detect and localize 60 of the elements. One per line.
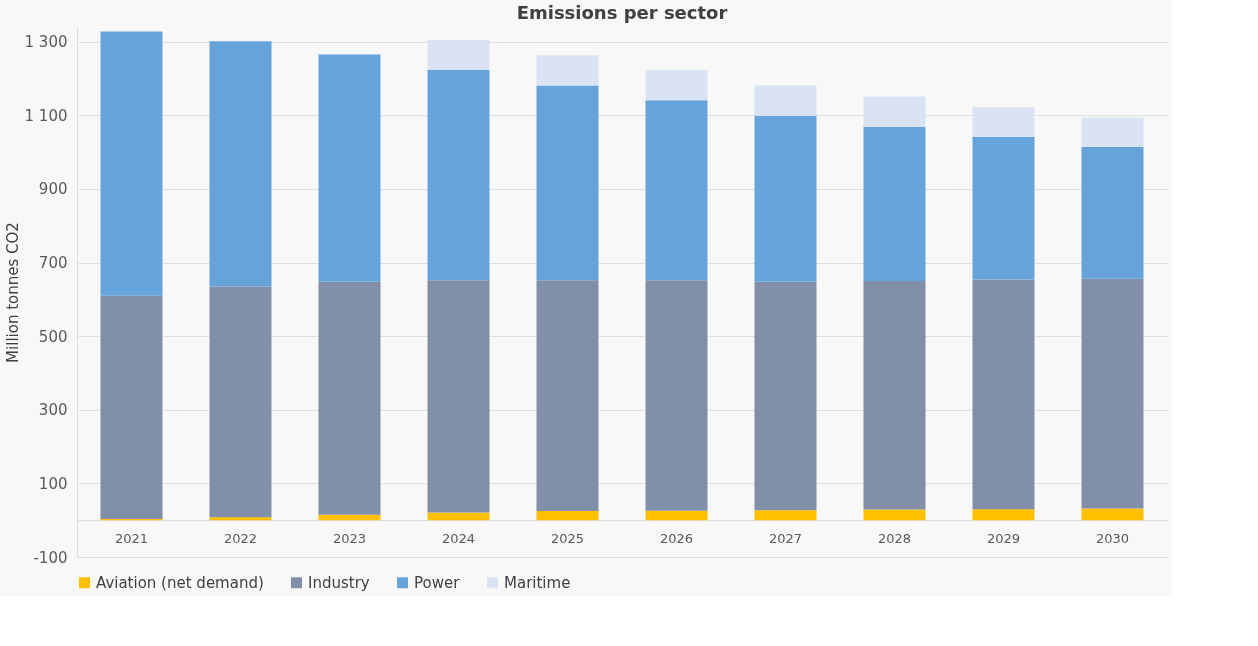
- bar: [754, 510, 817, 521]
- y-tick-label: 100: [38, 474, 68, 493]
- y-axis-title: Million tonnes CO2: [3, 222, 22, 363]
- bar: [1081, 117, 1144, 147]
- legend-label: Industry: [308, 573, 370, 592]
- bar: [536, 85, 599, 281]
- legend-label: Aviation (net demand): [96, 573, 264, 592]
- y-tick-label: 1 300: [24, 33, 68, 52]
- bar: [536, 55, 599, 86]
- bar: [427, 39, 490, 71]
- y-tick-label: -100: [33, 548, 68, 567]
- x-tick-label: 2028: [877, 530, 912, 546]
- bar: [318, 281, 381, 515]
- bar: [318, 54, 381, 282]
- bar: [863, 509, 926, 521]
- bar: [972, 509, 1035, 521]
- x-tick-label: 2022: [223, 530, 258, 546]
- bar: [972, 279, 1035, 510]
- bar: [863, 280, 926, 510]
- bar: [754, 281, 817, 511]
- bar: [209, 517, 272, 521]
- bar: [209, 41, 272, 287]
- legend-label: Maritime: [504, 573, 571, 592]
- y-tick-label: 900: [38, 180, 68, 199]
- bar: [427, 70, 490, 281]
- bar: [1081, 508, 1144, 521]
- bar: [100, 31, 163, 296]
- x-tick-label: 2027: [768, 530, 803, 546]
- bar: [754, 85, 817, 116]
- x-tick-label: 2021: [114, 530, 149, 546]
- y-tick-label: 500: [38, 327, 68, 346]
- x-tick-label: 2026: [659, 530, 694, 546]
- bar: [645, 100, 708, 281]
- x-tick-label: 2030: [1095, 530, 1130, 546]
- bar: [100, 295, 163, 520]
- bar: [972, 107, 1035, 137]
- x-tick-label: 2024: [441, 530, 476, 546]
- bar: [318, 514, 381, 521]
- bar: [209, 286, 272, 518]
- bar: [1081, 278, 1144, 509]
- bar: [972, 136, 1035, 280]
- legend-label: Power: [414, 573, 461, 592]
- bar: [427, 280, 490, 513]
- bar: [536, 280, 599, 511]
- x-tick-label: 2025: [550, 530, 585, 546]
- y-tick-label: 1 100: [24, 106, 68, 125]
- chart-title: Emissions per sector: [516, 2, 728, 23]
- bar: [427, 512, 490, 521]
- bar: [863, 96, 926, 127]
- bar: [863, 126, 926, 281]
- y-tick-label: 300: [38, 401, 68, 420]
- bar: [1081, 146, 1144, 279]
- x-tick-label: 2023: [332, 530, 367, 546]
- bar: [645, 70, 708, 101]
- bar: [536, 510, 599, 521]
- y-tick-label: 700: [38, 254, 68, 273]
- bar: [754, 115, 817, 282]
- bar: [645, 510, 708, 521]
- bar: [645, 280, 708, 511]
- x-tick-label: 2029: [986, 530, 1021, 546]
